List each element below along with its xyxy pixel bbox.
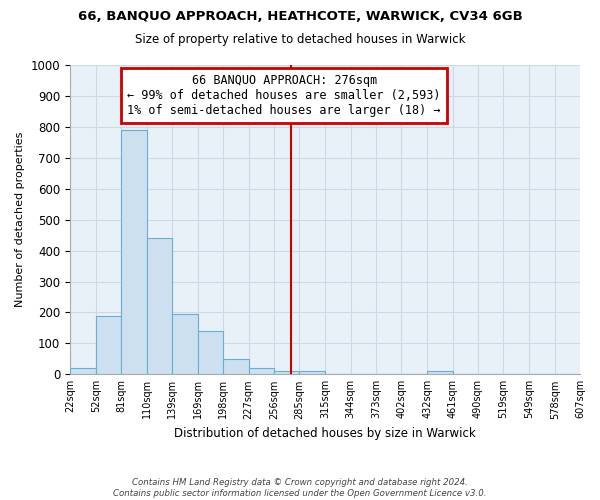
- Bar: [121, 130, 146, 374]
- Text: 66 BANQUO APPROACH: 276sqm
← 99% of detached houses are smaller (2,593)
1% of se: 66 BANQUO APPROACH: 276sqm ← 99% of deta…: [127, 74, 441, 118]
- Bar: [274, 371, 299, 374]
- Bar: [427, 371, 452, 374]
- Bar: [172, 314, 198, 374]
- Bar: [146, 238, 172, 374]
- Text: Contains HM Land Registry data © Crown copyright and database right 2024.
Contai: Contains HM Land Registry data © Crown c…: [113, 478, 487, 498]
- Bar: [299, 371, 325, 374]
- Text: 66, BANQUO APPROACH, HEATHCOTE, WARWICK, CV34 6GB: 66, BANQUO APPROACH, HEATHCOTE, WARWICK,…: [77, 10, 523, 23]
- X-axis label: Distribution of detached houses by size in Warwick: Distribution of detached houses by size …: [174, 427, 476, 440]
- Bar: [96, 316, 121, 374]
- Text: Size of property relative to detached houses in Warwick: Size of property relative to detached ho…: [135, 32, 465, 46]
- Bar: [248, 368, 274, 374]
- Bar: [70, 368, 96, 374]
- Bar: [223, 359, 248, 374]
- Y-axis label: Number of detached properties: Number of detached properties: [15, 132, 25, 308]
- Bar: [198, 331, 223, 374]
